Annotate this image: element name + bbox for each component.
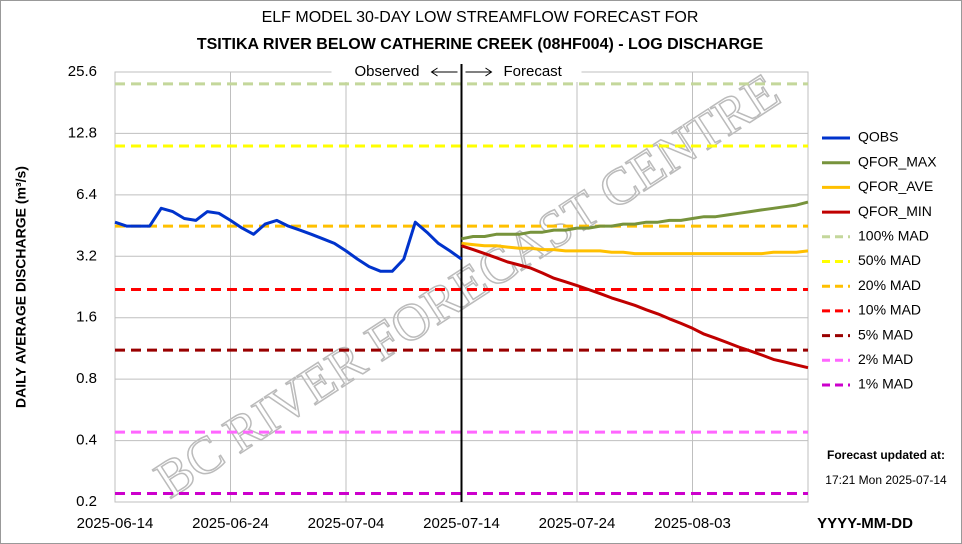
legend-label: 20% MAD: [858, 277, 921, 293]
y-axis-label: DAILY AVERAGE DISCHARGE (m³/s): [13, 166, 29, 408]
update-note: Forecast updated at:: [827, 448, 945, 462]
arrow: [465, 67, 493, 77]
y-tick-label: 12.8: [68, 124, 97, 141]
update-time: 17:21 Mon 2025-07-14: [825, 473, 947, 487]
x-tick-label: 2025-07-14: [423, 515, 500, 532]
series-line: [461, 241, 809, 256]
legend-label: QFOR_MIN: [858, 203, 932, 219]
chart-subtitle: TSITIKA RIVER BELOW CATHERINE CREEK (08H…: [197, 36, 764, 53]
x-tick-label: 2025-06-24: [192, 515, 269, 532]
y-tick-label: 3.2: [76, 247, 97, 264]
y-tick-label: 0.2: [76, 493, 97, 510]
legend-label: QFOR_MAX: [858, 153, 937, 169]
legend-label: 5% MAD: [858, 326, 913, 342]
legend-label: 1% MAD: [858, 376, 913, 392]
chart-title: ELF MODEL 30-DAY LOW STREAMFLOW FORECAST…: [262, 9, 699, 26]
series-line: [461, 244, 809, 370]
observed-label: Observed: [354, 63, 419, 80]
forecast-label: Forecast: [504, 63, 563, 80]
legend-label: QOBS: [858, 129, 898, 145]
legend-label: 10% MAD: [858, 302, 921, 318]
legend-label: QFOR_AVE: [858, 178, 933, 194]
x-tick-label: 2025-08-03: [654, 515, 731, 532]
y-tick-label: 0.4: [76, 432, 97, 449]
legend-label: 100% MAD: [858, 228, 929, 244]
x-tick-label: 2025-07-04: [308, 515, 385, 532]
series-line: [461, 200, 809, 241]
arrow: [430, 67, 458, 77]
legend-label: 50% MAD: [858, 252, 921, 268]
y-tick-label: 25.6: [68, 63, 97, 80]
x-axis-label: YYYY-MM-DD: [817, 515, 913, 532]
y-tick-label: 6.4: [76, 186, 97, 203]
x-tick-label: 2025-06-14: [77, 515, 154, 532]
series-line: [114, 206, 463, 273]
y-tick-label: 1.6: [76, 309, 97, 326]
y-tick-label: 0.8: [76, 370, 97, 387]
x-tick-label: 2025-07-24: [539, 515, 616, 532]
legend-label: 2% MAD: [858, 351, 913, 367]
